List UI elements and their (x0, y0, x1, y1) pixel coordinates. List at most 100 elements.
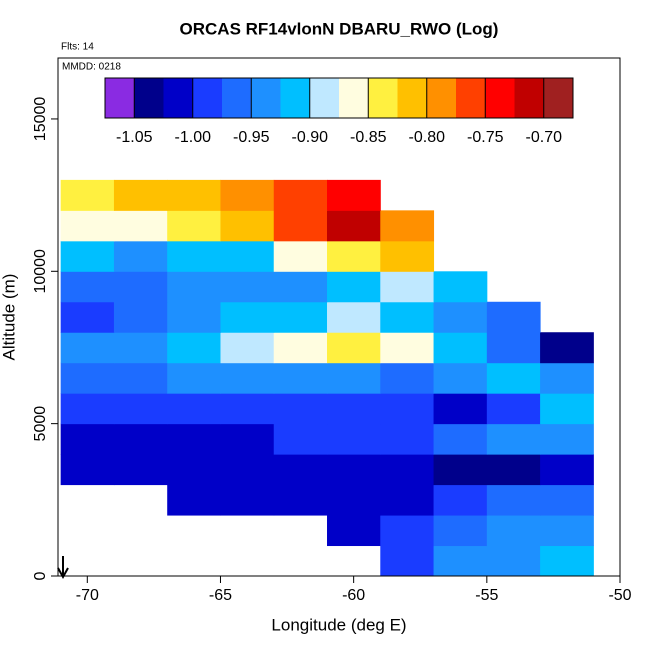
colorbar-swatch (514, 78, 545, 118)
heat-cell (60, 454, 115, 486)
heat-cell (273, 210, 328, 242)
heat-cell (486, 332, 541, 364)
heat-cell (273, 332, 328, 364)
heat-cell (327, 454, 381, 486)
heat-cell (113, 179, 168, 211)
colorbar-swatch (339, 78, 369, 118)
subtitle: Flts: 14 (61, 42, 94, 53)
heat-cell (433, 545, 488, 577)
heat-cell (220, 240, 275, 272)
colorbar-tick-label: -0.80 (409, 129, 446, 146)
heat-cell (273, 301, 328, 333)
colorbar-frame (104, 77, 574, 119)
heat-cell (540, 393, 594, 425)
heat-cell (327, 393, 381, 425)
heat-cell (380, 454, 435, 486)
x-tick-label: -65 (209, 587, 232, 604)
heat-cell (380, 271, 435, 303)
heat-cell (167, 393, 221, 425)
colorbar-tick-label: -0.75 (467, 129, 504, 146)
heat-cell (220, 271, 275, 303)
x-tick-label: -50 (608, 587, 631, 604)
heat-cell (486, 515, 541, 547)
heat-cell (167, 362, 221, 394)
heat-cell (327, 240, 381, 272)
heat-cell (273, 240, 328, 272)
heat-cell (380, 240, 435, 272)
heat-cell (540, 332, 594, 364)
heat-cell (380, 484, 435, 516)
heat-cell (433, 484, 488, 516)
heat-cell (380, 545, 435, 577)
heat-cell (540, 454, 594, 486)
heat-cell (113, 210, 168, 242)
heat-cell (327, 271, 381, 303)
heat-cell (167, 332, 221, 364)
x-axis-label: Longitude (deg E) (271, 615, 406, 634)
heat-cell (220, 179, 275, 211)
heat-cell (327, 332, 381, 364)
heat-cell (60, 179, 115, 211)
heat-cell (433, 271, 488, 303)
heat-cell (433, 332, 488, 364)
heat-cell (380, 393, 435, 425)
heat-cell (380, 332, 435, 364)
heat-cell (327, 423, 381, 455)
heat-cell (220, 332, 275, 364)
colorbar-swatch (456, 78, 486, 118)
heat-cell (60, 332, 115, 364)
y-tick-label: 0 (32, 571, 49, 580)
heat-cell (167, 210, 221, 242)
heat-cell (273, 484, 328, 516)
heat-cell (60, 423, 115, 455)
heat-cell (220, 210, 275, 242)
heat-cell (113, 362, 168, 394)
heat-cell (380, 423, 435, 455)
heat-cell (220, 393, 275, 425)
heat-cell (327, 179, 381, 211)
heat-cell (380, 515, 435, 547)
plot-frame (57, 57, 621, 577)
heat-cell (60, 240, 115, 272)
heat-cell (327, 515, 381, 547)
heat-cell (273, 362, 328, 394)
heat-cell (433, 454, 488, 486)
y-tick-label: 5000 (32, 406, 49, 442)
heat-cell (167, 301, 221, 333)
colorbar-tick-label: -1.05 (116, 129, 153, 146)
x-tick-label: -60 (342, 587, 365, 604)
heat-cell (220, 454, 275, 486)
heat-cell (486, 454, 541, 486)
annotation: MMDD: 0218 (62, 62, 121, 73)
y-tick-label: 10000 (32, 249, 49, 294)
heat-cell (486, 301, 541, 333)
heat-cell (433, 393, 488, 425)
heat-cell (60, 301, 115, 333)
heat-cell (113, 301, 168, 333)
heat-cell (273, 271, 328, 303)
heat-cell (433, 362, 488, 394)
heat-cell (113, 271, 168, 303)
chart-title: ORCAS RF14vlonN DBARU_RWO (Log) (180, 19, 499, 38)
heat-cell (327, 484, 381, 516)
colorbar-swatch (134, 78, 164, 118)
heat-cell (380, 362, 435, 394)
heat-cell (60, 210, 115, 242)
heat-cell (60, 271, 115, 303)
heat-cell (486, 362, 541, 394)
heat-cell (486, 423, 541, 455)
heat-cell (113, 393, 168, 425)
colorbar-tick-label: -1.00 (175, 129, 212, 146)
heat-cell (113, 332, 168, 364)
heat-cell (380, 210, 435, 242)
heat-cell (167, 454, 221, 486)
heat-cell (113, 423, 168, 455)
heat-cell (540, 515, 594, 547)
colorbar-swatch (222, 78, 252, 118)
heat-cell (273, 454, 328, 486)
heat-cell (167, 484, 221, 516)
colorbar-swatch (426, 78, 457, 118)
heat-cell (167, 240, 221, 272)
arrow-head (57, 567, 69, 580)
x-tick-label: -70 (76, 587, 99, 604)
